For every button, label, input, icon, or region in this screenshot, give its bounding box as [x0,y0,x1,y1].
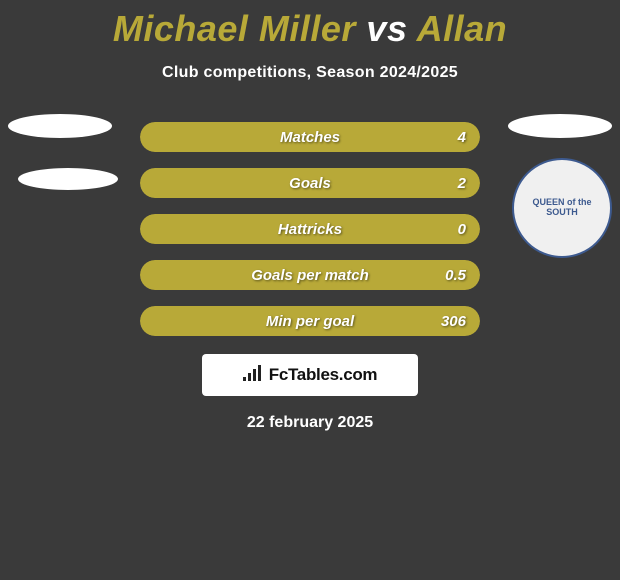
brand-text: FcTables.com [269,365,378,385]
title-player2: Allan [417,8,508,49]
player2-club-crest: QUEEN of the SOUTH [512,158,612,258]
stat-bar-row: Matches4 [140,122,480,152]
signal-bars-icon [243,365,263,386]
stat-bars: Matches4Goals2Hattricks0Goals per match0… [140,122,480,336]
brand-badge[interactable]: FcTables.com [202,354,418,396]
stat-bar-value: 306 [441,306,466,336]
stats-area: QUEEN of the SOUTH Matches4 Goals2 Hattric… [0,122,620,336]
stat-bar-label: Matches [140,122,480,152]
title-vs: vs [366,8,407,49]
stat-bar-value: 0.5 [445,260,466,290]
stat-bar-value: 4 [458,122,466,152]
stat-bar-label: Goals per match [140,260,480,290]
stat-bar-label: Goals [140,168,480,198]
title-player1: Michael Miller [113,8,356,49]
stat-bar-label: Hattricks [140,214,480,244]
stat-bar-row: Min per goal306 [140,306,480,336]
subtitle: Club competitions, Season 2024/2025 [0,64,620,82]
stat-bar-label: Min per goal [140,306,480,336]
stat-bar-value: 2 [458,168,466,198]
stat-bar-row: Goals2 [140,168,480,198]
crest-text: QUEEN of the SOUTH [514,194,610,222]
stat-bar-row: Goals per match0.5 [140,260,480,290]
date-text: 22 february 2025 [0,414,620,432]
stat-bar-value: 0 [458,214,466,244]
page-title: Michael Miller vs Allan [0,0,620,50]
stat-bar-row: Hattricks0 [140,214,480,244]
player1-avatar-placeholder [8,114,112,218]
